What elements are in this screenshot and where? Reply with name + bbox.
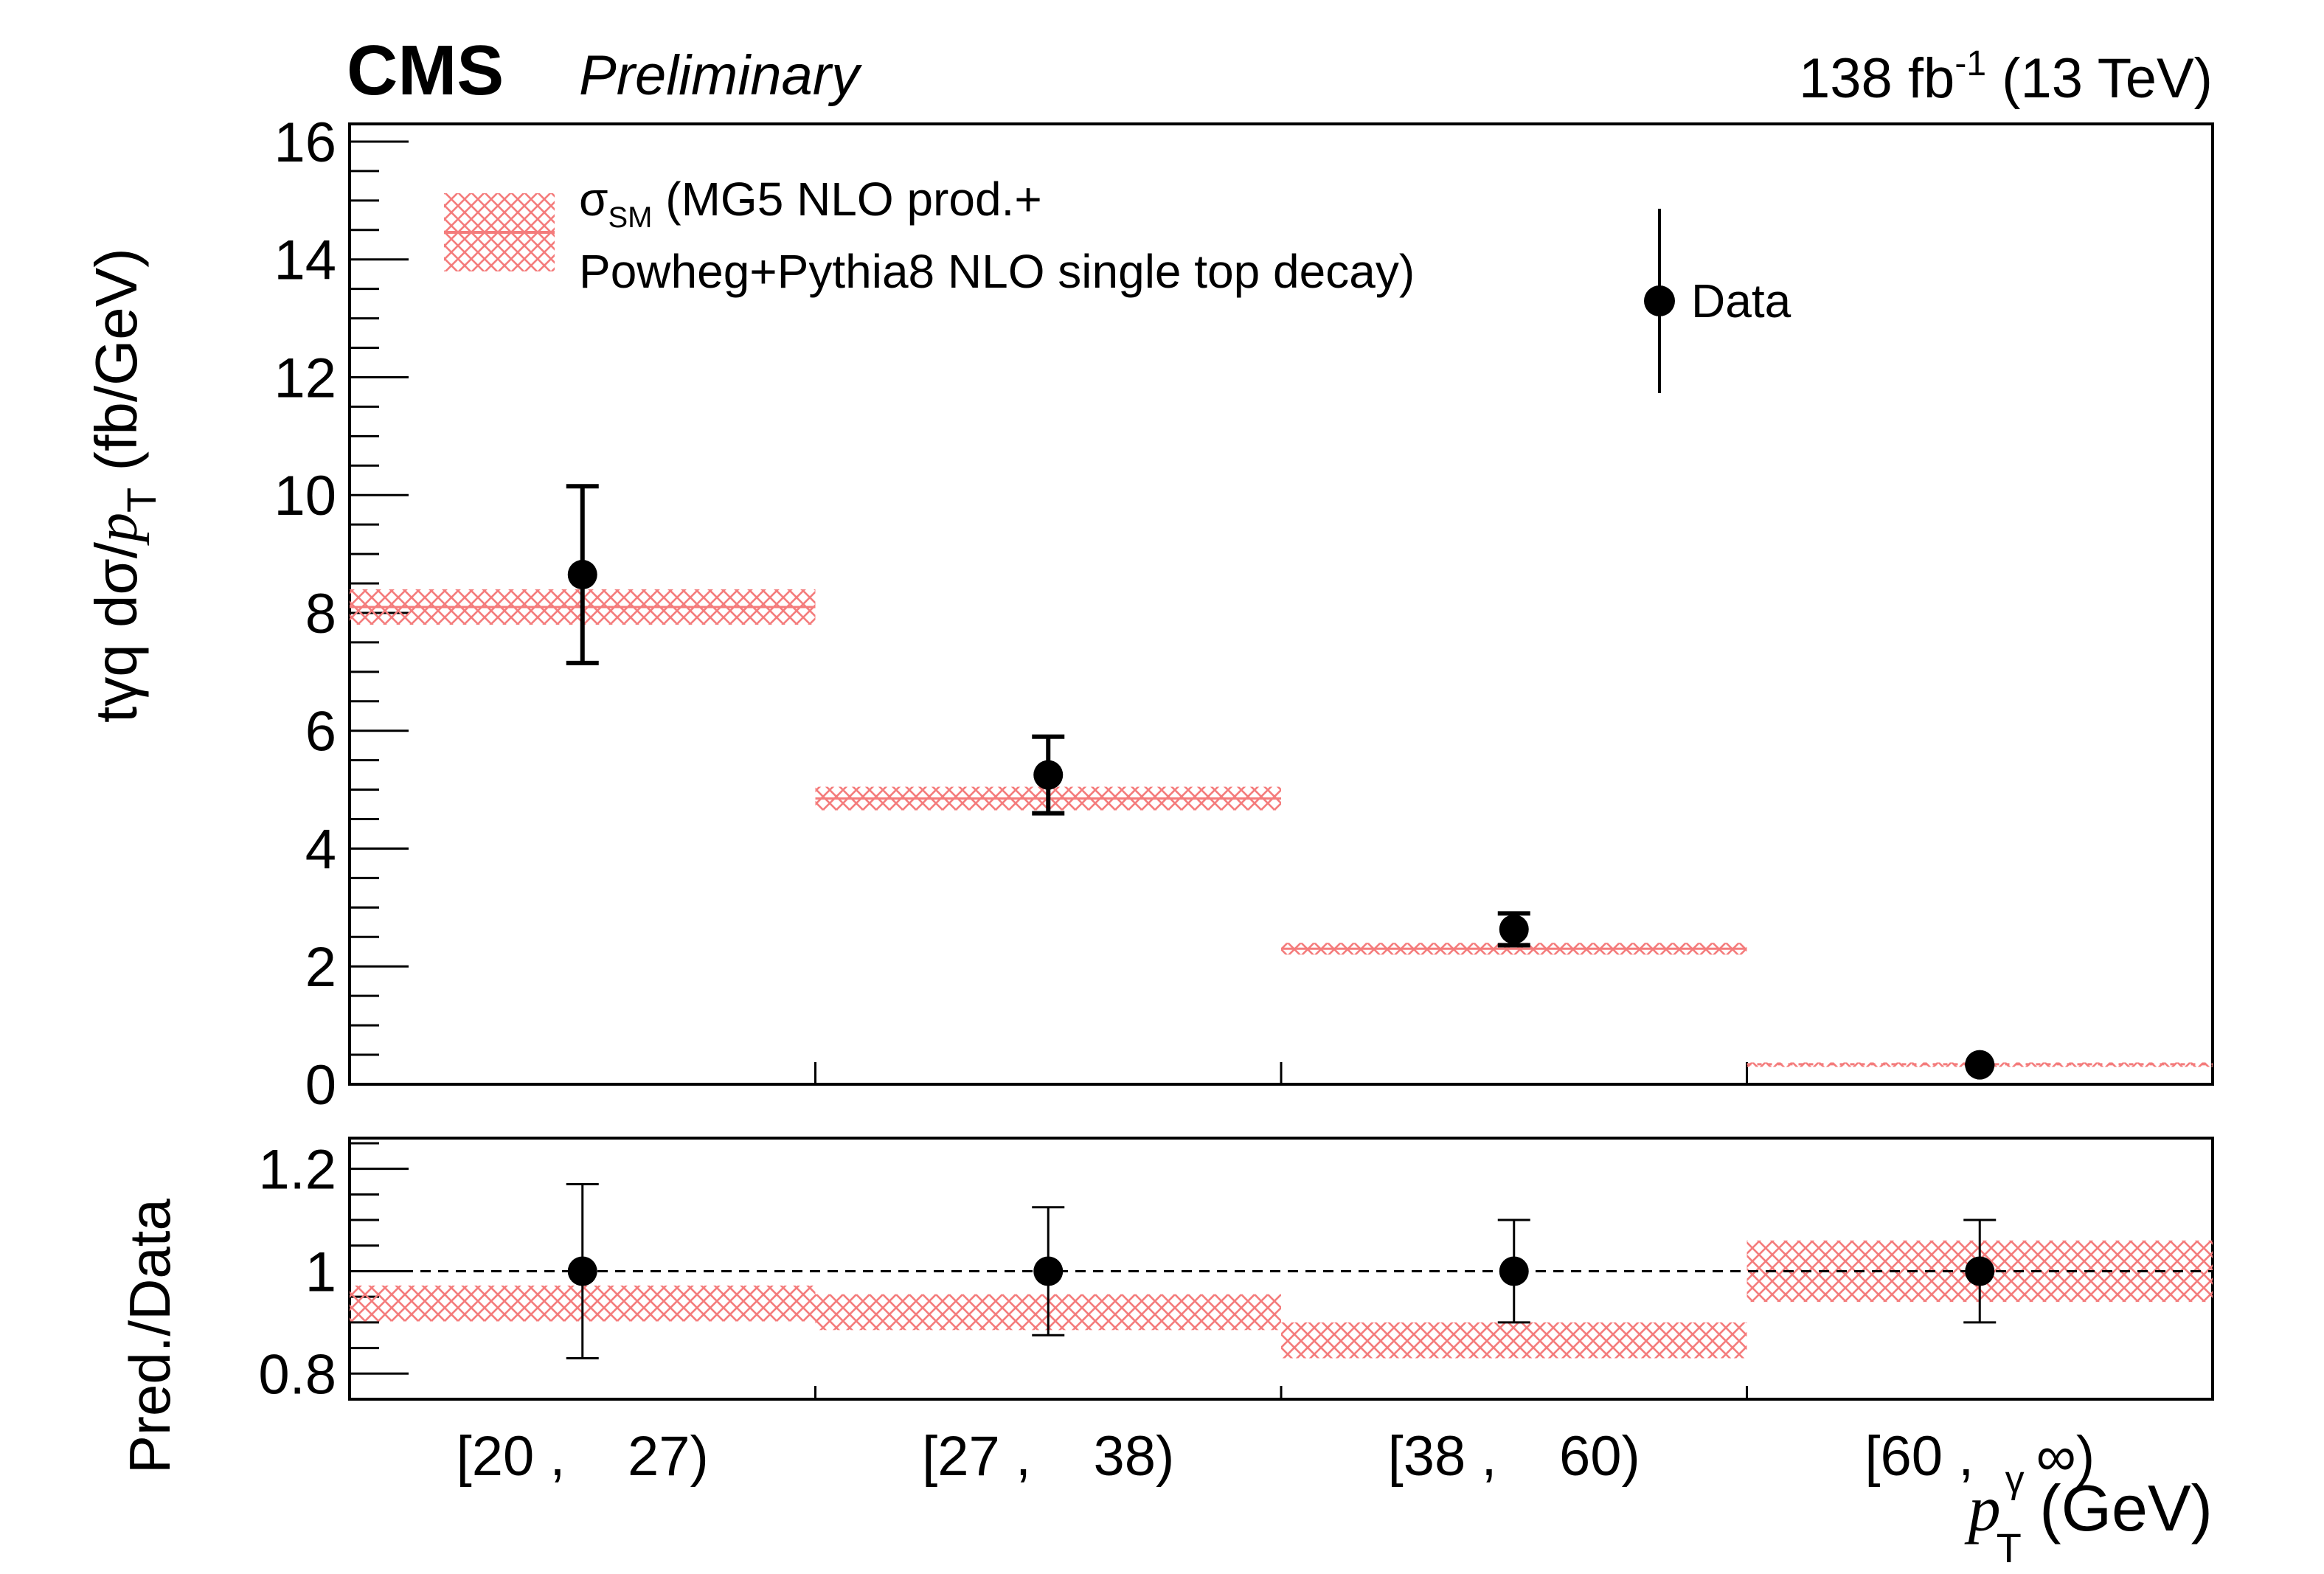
legend-band-label: σSM (MG5 NLO prod.+	[579, 173, 1042, 234]
main-y-tick-label: 0	[305, 1054, 336, 1117]
ratio-y-tick-label: 0.8	[258, 1343, 336, 1406]
ratio-y-tick-label: 1.2	[258, 1139, 336, 1202]
main-y-tick-label: 12	[274, 347, 336, 409]
x-bin-label: [38 , 60)	[1388, 1425, 1640, 1488]
x-bin-labels: [20 , 27) [27 , 38) [38 , 60) [60 , ∞)	[457, 1425, 2095, 1488]
ratio-data-points	[566, 1182, 1997, 1359]
x-bin-label: [27 , 38)	[922, 1425, 1174, 1488]
ratio-data-point	[567, 1256, 597, 1286]
ratio-y-tick-label: 1	[305, 1241, 336, 1303]
legend-data-marker	[1644, 285, 1675, 316]
ratio-y-axis-title: Pred./Data	[117, 1199, 182, 1474]
legend: σSM (MG5 NLO prod.+ Powheg+Pythia8 NLO s…	[444, 173, 1791, 393]
main-y-axis-title: tγq dσ/pT (fb/GeV)	[83, 248, 164, 723]
ratio-data-point	[1499, 1256, 1529, 1286]
x-bin-label: [60 , ∞)	[1865, 1425, 2095, 1488]
main-y-tick-label: 14	[274, 229, 336, 292]
data-point	[1033, 760, 1064, 790]
main-y-tick-label: 4	[305, 818, 336, 881]
legend-data-label: Data	[1691, 274, 1791, 327]
preliminary-label: Preliminary	[579, 44, 862, 107]
lumi-label: 138 fb-1 (13 TeV)	[1799, 44, 2213, 110]
main-data-points	[566, 484, 1995, 1080]
main-y-axis: 0 2 4 6 8 10 12 14 16	[274, 111, 409, 1117]
main-prediction-bands	[350, 589, 2213, 1067]
ratio-data-point	[1965, 1256, 1995, 1286]
x-bin-label: [20 , 27)	[457, 1425, 709, 1488]
ratio-data-point	[1033, 1256, 1064, 1286]
legend-band-label-line2: Powheg+Pythia8 NLO single top decay)	[579, 245, 1415, 298]
ratio-prediction-bands	[350, 1240, 2213, 1359]
main-y-tick-label: 10	[274, 465, 336, 527]
main-y-tick-label: 2	[305, 936, 336, 999]
ratio-y-axis: 0.8 1 1.2	[258, 1139, 409, 1406]
main-y-tick-label: 6	[305, 701, 336, 763]
main-y-tick-label: 16	[274, 111, 336, 174]
main-y-tick-label: 8	[305, 583, 336, 645]
data-point	[567, 560, 597, 590]
data-point	[1499, 914, 1529, 944]
ratio-prediction-band	[1281, 1322, 1747, 1359]
data-point	[1965, 1050, 1995, 1080]
cms-label: CMS	[347, 31, 504, 110]
